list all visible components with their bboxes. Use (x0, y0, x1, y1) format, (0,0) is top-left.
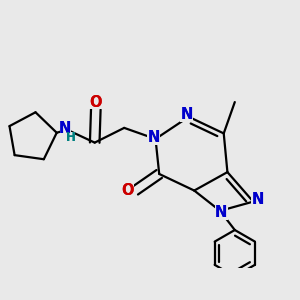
Text: N: N (148, 130, 160, 145)
Text: O: O (121, 183, 134, 198)
Text: N: N (251, 192, 264, 207)
Text: N: N (215, 205, 227, 220)
Bar (147, 130, 160, 145)
Text: N: N (181, 107, 193, 122)
Text: H: H (66, 131, 76, 144)
Text: O: O (89, 94, 101, 110)
Bar (88, 95, 101, 110)
Text: N: N (148, 130, 160, 145)
Text: N: N (251, 192, 264, 207)
Text: O: O (121, 183, 134, 198)
Text: O: O (89, 94, 101, 110)
Text: N: N (215, 205, 227, 220)
Bar (180, 108, 193, 122)
Bar (121, 183, 134, 198)
Text: N: N (59, 121, 71, 136)
Text: H: H (66, 131, 76, 144)
Bar (60, 122, 71, 136)
Text: N: N (59, 121, 71, 136)
Bar (251, 192, 264, 207)
Bar (215, 205, 228, 220)
Text: N: N (181, 107, 193, 122)
Bar (66, 132, 75, 144)
